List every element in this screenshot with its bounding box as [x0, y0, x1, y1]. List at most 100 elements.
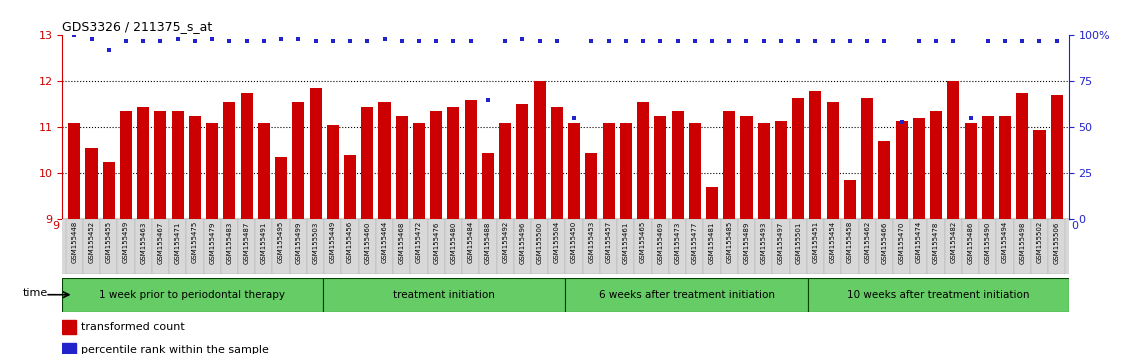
Bar — [879, 141, 890, 219]
Text: GSM155459: GSM155459 — [123, 221, 129, 263]
Bar — [62, 343, 76, 354]
Bar — [256, 219, 273, 274]
Text: GSM155475: GSM155475 — [192, 221, 198, 263]
Point — [703, 38, 722, 44]
Bar — [482, 153, 494, 219]
Text: GSM155480: GSM155480 — [450, 221, 457, 263]
Text: percentile rank within the sample: percentile rank within the sample — [81, 345, 269, 354]
Text: GSM155464: GSM155464 — [381, 221, 388, 263]
Text: GSM155484: GSM155484 — [468, 221, 474, 263]
Bar — [827, 102, 839, 219]
Bar — [137, 107, 149, 219]
Point — [582, 38, 601, 44]
Text: GSM155450: GSM155450 — [571, 221, 577, 263]
Bar — [775, 120, 787, 219]
Bar — [379, 102, 390, 219]
Bar — [772, 219, 789, 274]
Bar — [152, 219, 169, 274]
Point — [737, 38, 756, 44]
Bar — [83, 219, 101, 274]
Point — [221, 38, 239, 44]
Bar — [359, 219, 375, 274]
Bar — [361, 107, 373, 219]
Point — [978, 38, 996, 44]
Point — [342, 38, 360, 44]
Text: GSM155473: GSM155473 — [674, 221, 681, 263]
Bar — [668, 219, 687, 274]
Text: treatment initiation: treatment initiation — [394, 290, 495, 300]
Point — [1030, 38, 1048, 44]
Bar — [118, 219, 135, 274]
Text: GSM155499: GSM155499 — [295, 221, 301, 263]
Text: GSM155456: GSM155456 — [347, 221, 353, 263]
Bar — [273, 219, 290, 274]
Text: GSM155500: GSM155500 — [536, 221, 543, 263]
Text: GSM155468: GSM155468 — [399, 221, 405, 263]
Text: GDS3326 / 211375_s_at: GDS3326 / 211375_s_at — [62, 20, 213, 33]
Text: GSM155470: GSM155470 — [899, 221, 905, 263]
Point — [840, 38, 858, 44]
Point — [1047, 38, 1065, 44]
Point — [547, 38, 566, 44]
Bar — [809, 278, 1069, 312]
Bar — [979, 219, 996, 274]
Text: GSM155501: GSM155501 — [795, 221, 801, 263]
Text: 9: 9 — [52, 221, 60, 230]
Text: time: time — [23, 288, 48, 298]
Point — [996, 38, 1015, 44]
Point — [634, 38, 653, 44]
Text: GSM155478: GSM155478 — [933, 221, 939, 263]
Text: GSM155474: GSM155474 — [916, 221, 922, 263]
Bar — [120, 111, 132, 219]
Point — [668, 38, 687, 44]
Bar — [62, 278, 322, 312]
Text: GSM155490: GSM155490 — [985, 221, 991, 263]
Bar — [66, 219, 83, 274]
Bar — [322, 278, 566, 312]
Text: GSM155460: GSM155460 — [364, 221, 370, 263]
Bar — [599, 219, 618, 274]
Text: GSM155503: GSM155503 — [312, 221, 319, 263]
Bar — [996, 219, 1013, 274]
Point — [875, 38, 893, 44]
Bar — [62, 320, 76, 335]
Bar — [948, 81, 959, 219]
Text: GSM155504: GSM155504 — [554, 221, 560, 263]
Bar — [737, 219, 756, 274]
Text: GSM155497: GSM155497 — [778, 221, 784, 263]
Text: GSM155452: GSM155452 — [88, 221, 95, 263]
Text: GSM155488: GSM155488 — [485, 221, 491, 263]
Bar — [758, 123, 770, 219]
Point — [566, 115, 584, 121]
Point — [238, 38, 256, 44]
Text: GSM155453: GSM155453 — [588, 221, 595, 263]
Bar — [187, 219, 204, 274]
Bar — [342, 219, 359, 274]
Bar — [189, 116, 201, 219]
Bar — [634, 219, 651, 274]
Bar — [568, 123, 580, 219]
Point — [909, 38, 927, 44]
Bar — [999, 116, 1011, 219]
Text: GSM155471: GSM155471 — [174, 221, 181, 263]
Text: GSM155496: GSM155496 — [519, 221, 526, 263]
Text: GSM155481: GSM155481 — [709, 221, 715, 263]
Bar — [411, 219, 428, 274]
Text: GSM155492: GSM155492 — [502, 221, 508, 263]
Bar — [896, 120, 908, 219]
Point — [513, 36, 532, 42]
Point — [375, 36, 394, 42]
Bar — [465, 100, 477, 219]
Bar — [413, 123, 425, 219]
Bar — [327, 125, 339, 219]
Point — [461, 38, 480, 44]
Bar — [430, 111, 442, 219]
Point — [892, 119, 910, 125]
Point — [823, 38, 841, 44]
Text: GSM155458: GSM155458 — [847, 221, 853, 263]
Bar — [944, 219, 962, 274]
Point — [290, 36, 308, 42]
Text: GSM155467: GSM155467 — [157, 221, 164, 263]
Bar — [858, 219, 875, 274]
Bar — [792, 97, 804, 219]
